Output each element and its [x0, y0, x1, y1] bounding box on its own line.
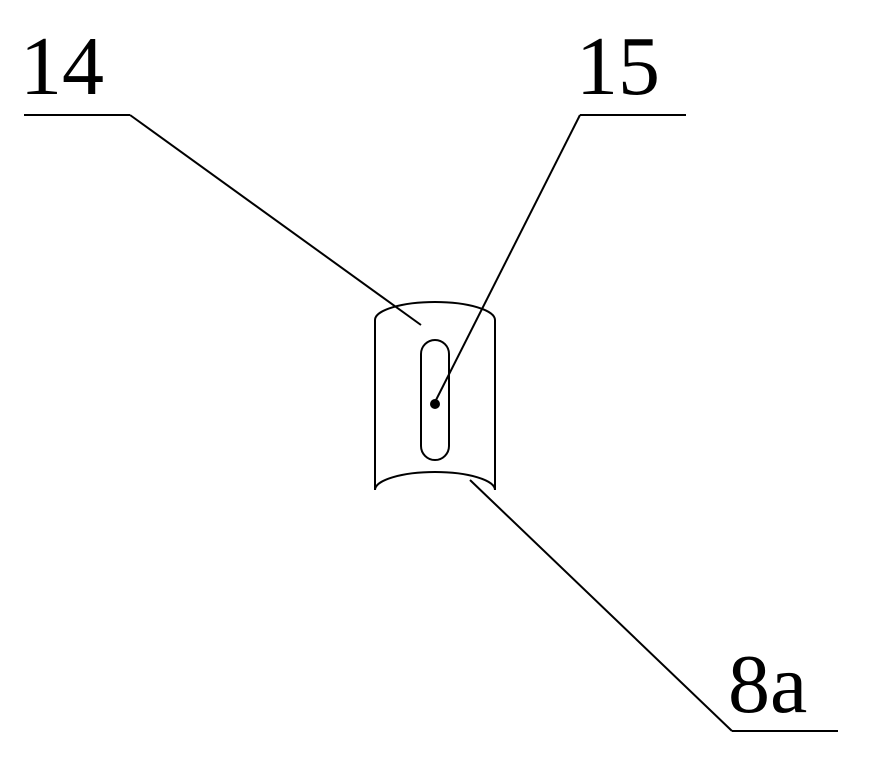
label-15: 15: [576, 18, 660, 115]
label-14: 14: [20, 18, 104, 115]
label-8a: 8a: [728, 636, 807, 733]
leader-diagonal-l14: [130, 115, 421, 325]
leader-diagonal-l8a: [470, 480, 732, 731]
leader-diagonal-l15: [434, 115, 580, 404]
